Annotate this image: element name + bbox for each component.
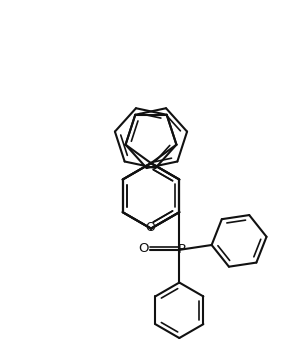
Text: O: O xyxy=(145,221,155,234)
Text: O: O xyxy=(138,242,149,255)
Text: P: P xyxy=(177,243,185,256)
